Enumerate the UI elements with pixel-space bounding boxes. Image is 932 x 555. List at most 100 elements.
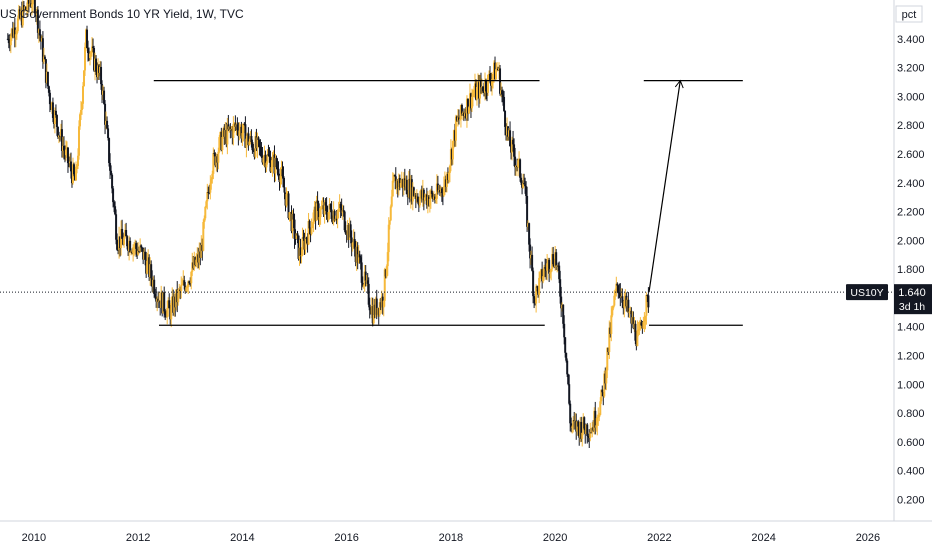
candle-452 bbox=[459, 104, 462, 128]
candle-514 bbox=[522, 173, 525, 189]
candle-259 bbox=[266, 149, 269, 165]
last-value-label: 1.640 bbox=[898, 287, 926, 299]
candle-269 bbox=[276, 158, 279, 175]
candle-623 bbox=[631, 311, 634, 325]
candle-79 bbox=[86, 25, 89, 49]
candle-561 bbox=[569, 400, 572, 432]
candle-530 bbox=[538, 271, 541, 304]
unit-badge[interactable] bbox=[895, 5, 923, 23]
candle-423 bbox=[430, 185, 433, 198]
candle-276 bbox=[283, 177, 286, 200]
candle-579 bbox=[587, 433, 590, 443]
candle-631 bbox=[639, 317, 642, 331]
candle-637 bbox=[645, 292, 648, 325]
candle-97 bbox=[104, 100, 107, 135]
candle-585 bbox=[593, 407, 596, 435]
candle-410 bbox=[417, 196, 420, 212]
candle-266 bbox=[273, 145, 276, 183]
candle-182 bbox=[189, 277, 192, 287]
candle-393 bbox=[400, 171, 403, 188]
candle-277 bbox=[284, 192, 287, 212]
candle-308 bbox=[315, 195, 318, 221]
candle-247 bbox=[254, 131, 257, 159]
projection-arrow[interactable] bbox=[648, 79, 684, 293]
candle-172 bbox=[179, 286, 182, 300]
y-tick-label-8: 2.000 bbox=[897, 235, 925, 247]
candle-75 bbox=[82, 82, 85, 109]
candle-267 bbox=[274, 153, 277, 182]
candle-122 bbox=[129, 237, 132, 253]
candle-557 bbox=[565, 352, 568, 363]
candle-301 bbox=[308, 219, 311, 235]
candle-444 bbox=[451, 140, 454, 165]
candle-250 bbox=[257, 136, 260, 148]
candle-490 bbox=[498, 62, 501, 80]
candle-111 bbox=[118, 226, 121, 259]
candle-41 bbox=[47, 85, 50, 97]
candle-306 bbox=[313, 201, 316, 223]
candle-369 bbox=[376, 307, 379, 317]
candle-73 bbox=[79, 100, 82, 121]
candle-624 bbox=[632, 311, 635, 330]
candle-357 bbox=[364, 265, 367, 287]
candle-458 bbox=[465, 95, 468, 128]
candle-245 bbox=[252, 143, 255, 152]
x-tick-label-0: 2010 bbox=[22, 532, 46, 544]
candle-548 bbox=[556, 264, 559, 273]
candle-539 bbox=[547, 257, 550, 269]
candle-398 bbox=[405, 175, 408, 195]
candle-262 bbox=[269, 150, 272, 173]
candle-215 bbox=[222, 126, 225, 139]
candle-212 bbox=[219, 131, 222, 146]
candle-363 bbox=[370, 297, 373, 319]
candle-119 bbox=[126, 234, 129, 250]
candle-608 bbox=[616, 282, 619, 294]
candle-20 bbox=[26, 0, 29, 14]
candle-170 bbox=[177, 287, 180, 306]
y-tick-label-6: 2.400 bbox=[897, 178, 925, 190]
candle-154 bbox=[161, 290, 164, 317]
candle-310 bbox=[317, 200, 320, 225]
candle-385 bbox=[392, 173, 395, 183]
candle-80 bbox=[87, 40, 90, 62]
candle-100 bbox=[107, 124, 110, 141]
candle-343 bbox=[350, 230, 353, 257]
candle-316 bbox=[323, 200, 326, 224]
candle-559 bbox=[567, 373, 570, 386]
candle-291 bbox=[298, 240, 301, 266]
candle-265 bbox=[272, 150, 275, 158]
candle-96 bbox=[103, 86, 106, 105]
candle-581 bbox=[589, 422, 592, 442]
candle-12 bbox=[18, 6, 21, 20]
x-axis[interactable]: 2010 2012 2014 2016 2018 2020 2022 2024 2026 bbox=[0, 520, 932, 544]
candle-362 bbox=[369, 307, 372, 315]
candle-32 bbox=[38, 20, 41, 42]
candle-401 bbox=[408, 168, 411, 203]
candle-378 bbox=[385, 264, 388, 279]
candle-251 bbox=[258, 139, 261, 156]
candle-230 bbox=[237, 122, 240, 146]
candle-191 bbox=[198, 242, 201, 270]
candle-187 bbox=[194, 256, 197, 267]
candle-85 bbox=[92, 38, 95, 53]
candle-200 bbox=[207, 186, 210, 200]
candle-48 bbox=[54, 104, 57, 118]
candle-513 bbox=[521, 180, 524, 195]
candle-535 bbox=[543, 264, 546, 281]
candle-443 bbox=[450, 147, 453, 166]
candle-121 bbox=[128, 235, 131, 261]
candle-176 bbox=[183, 275, 186, 290]
candle-374 bbox=[381, 293, 384, 315]
candle-621 bbox=[629, 306, 632, 315]
candle-433 bbox=[440, 187, 443, 202]
candle-503 bbox=[511, 136, 514, 161]
candle-382 bbox=[389, 204, 392, 222]
candle-31 bbox=[37, 28, 40, 43]
candle-222 bbox=[229, 123, 232, 139]
candle-179 bbox=[186, 284, 189, 293]
candle-30 bbox=[36, 5, 39, 39]
plot-area[interactable] bbox=[6, 0, 650, 449]
candle-102 bbox=[109, 153, 112, 180]
candle-322 bbox=[329, 203, 332, 213]
candle-521 bbox=[529, 238, 532, 269]
